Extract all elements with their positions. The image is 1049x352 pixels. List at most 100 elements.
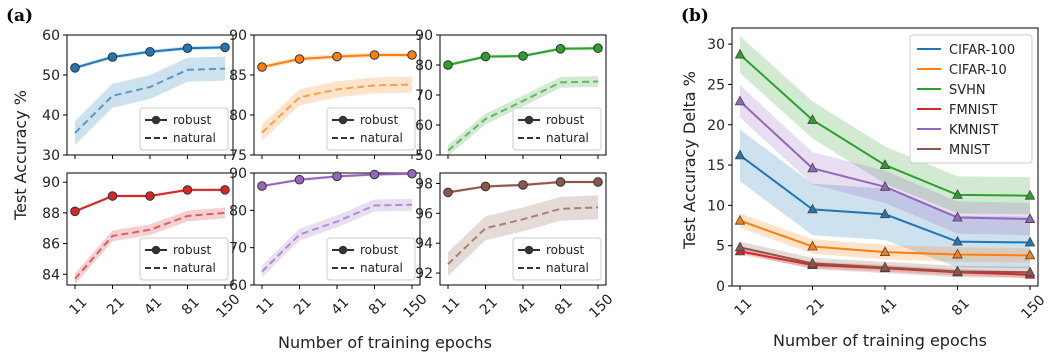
marker-b-CIFAR-100-4 xyxy=(1024,236,1036,247)
x-tick-label-b-4: 150 xyxy=(1018,292,1048,322)
y-tick-label-a2-3: 80 xyxy=(415,58,433,74)
legend-label-robust-3: robust xyxy=(173,243,211,257)
point-robust-2-2 xyxy=(518,51,528,61)
x-tick-label-b-3: 81 xyxy=(949,295,973,319)
point-robust-5-1 xyxy=(480,181,491,192)
legend-box-5 xyxy=(512,237,602,281)
point-robust-1-2 xyxy=(332,51,342,62)
marker-b-CIFAR-100-0 xyxy=(734,149,746,160)
x-tick-label-a3-3: 81 xyxy=(179,294,203,318)
legend-label-natural-4: natural xyxy=(360,261,403,275)
y-tick-label-a4-0: 60 xyxy=(229,278,247,294)
marker-b-SVHN-4 xyxy=(1024,189,1036,200)
marker-b-MNIST-1 xyxy=(807,257,818,268)
x-tick-label-b-2: 41 xyxy=(876,295,900,319)
legend-box-b xyxy=(909,34,1033,164)
marker-b-KMNIST-3 xyxy=(952,211,963,222)
y-tick-label-a5-2: 96 xyxy=(415,206,433,222)
y-tick-label-a0-1: 40 xyxy=(42,108,60,124)
band-2-natural xyxy=(448,76,598,156)
marker-b-KMNIST-2 xyxy=(879,180,891,191)
legend-label-b-FMNIST: FMNIST xyxy=(949,103,998,118)
point-robust-2-0 xyxy=(443,60,453,70)
y-tick-label-a2-0: 50 xyxy=(415,148,433,164)
y-tick-label-a5-3: 98 xyxy=(415,176,433,192)
legend-marker-robust-0 xyxy=(151,115,161,125)
marker-b-CIFAR-100-1 xyxy=(807,203,818,214)
y-tick-label-a0-2: 50 xyxy=(42,68,60,84)
x-tick-label-a5-2: 41 xyxy=(514,294,538,318)
line-natural-2 xyxy=(447,80,599,152)
point-robust-3-0 xyxy=(70,206,80,217)
point-robust-1-0 xyxy=(257,62,267,72)
x-tick-label-a5-3: 81 xyxy=(552,294,576,318)
b-xlabel: Number of training epochs xyxy=(773,331,987,350)
marker-b-MNIST-3 xyxy=(952,265,963,276)
y-tick-label-a3-1: 86 xyxy=(42,237,60,253)
point-robust-4-4 xyxy=(407,168,417,179)
band-0-natural xyxy=(75,56,225,145)
y-tick-label-b-1: 5 xyxy=(716,239,725,255)
legend-label-robust-2: robust xyxy=(546,113,584,127)
x-tick-label-a4-4: 150 xyxy=(400,291,430,321)
y-tick-label-a5-1: 94 xyxy=(415,236,433,252)
point-robust-5-3 xyxy=(555,177,566,187)
y-tick-label-a1-2: 85 xyxy=(229,68,247,84)
a-ylabel: Test Accuracy % xyxy=(11,90,30,221)
marker-b-CIFAR-10-4 xyxy=(1024,249,1036,260)
x-tick-label-a4-1: 21 xyxy=(291,294,315,318)
y-tick-label-a5-0: 92 xyxy=(415,266,433,282)
y-tick-label-a4-3: 90 xyxy=(229,166,247,182)
line-natural-4 xyxy=(261,203,413,273)
y-tick-label-a0-3: 60 xyxy=(42,28,60,44)
point-robust-4-3 xyxy=(369,169,380,180)
y-tick-label-b-3: 15 xyxy=(707,158,725,174)
y-tick-label-a4-1: 70 xyxy=(229,241,247,257)
panel-label-b: (b) xyxy=(681,6,709,26)
legend-label-b-CIFAR-100: CIFAR-100 xyxy=(949,43,1015,58)
b-ylabel: Test Accuracy Delta % xyxy=(680,71,699,250)
line-natural-1 xyxy=(261,83,413,134)
point-robust-0-3 xyxy=(182,43,193,54)
y-tick-label-a4-2: 80 xyxy=(229,203,247,219)
legend-box-1 xyxy=(326,107,416,151)
y-tick-label-b-4: 20 xyxy=(707,118,725,134)
point-robust-4-2 xyxy=(332,171,342,182)
marker-b-MNIST-4 xyxy=(1024,266,1036,277)
legend-label-b-SVHN: SVHN xyxy=(949,83,986,98)
legend-label-b-MNIST: MNIST xyxy=(949,143,990,158)
band-5-natural xyxy=(448,195,598,277)
y-tick-label-a1-0: 75 xyxy=(229,148,247,164)
marker-b-SVHN-1 xyxy=(807,114,818,124)
legend-marker-robust-2 xyxy=(524,115,534,125)
point-robust-2-4 xyxy=(593,43,603,54)
point-robust-5-0 xyxy=(443,187,453,198)
legend-box-0 xyxy=(139,107,229,151)
marker-b-CIFAR-10-3 xyxy=(952,248,963,259)
point-robust-3-4 xyxy=(220,185,230,195)
point-robust-2-3 xyxy=(555,44,566,54)
x-tick-label-b-1: 21 xyxy=(804,295,828,319)
band-b-CIFAR-100 xyxy=(740,129,1030,269)
band-4-natural xyxy=(262,198,412,278)
point-robust-5-4 xyxy=(593,177,603,187)
marker-b-CIFAR-100-2 xyxy=(879,208,891,219)
point-robust-3-1 xyxy=(107,191,118,201)
a-xlabel: Number of training epochs xyxy=(278,333,492,352)
point-robust-3-3 xyxy=(182,185,193,195)
legend-label-natural-3: natural xyxy=(173,261,216,275)
marker-b-MNIST-0 xyxy=(734,241,746,252)
point-robust-1-4 xyxy=(407,50,417,60)
x-tick-label-a3-4: 150 xyxy=(213,291,243,321)
y-tick-label-a1-1: 80 xyxy=(229,108,247,124)
x-tick-label-a4-3: 81 xyxy=(366,294,390,318)
marker-b-SVHN-3 xyxy=(952,189,963,199)
legend-marker-robust-4 xyxy=(338,245,348,255)
point-robust-1-3 xyxy=(369,50,380,60)
y-tick-label-a2-4: 90 xyxy=(415,28,433,44)
marker-b-MNIST-2 xyxy=(879,261,891,272)
x-tick-label-a5-0: 11 xyxy=(439,294,463,318)
band-b-KMNIST xyxy=(740,85,1030,236)
legend-marker-robust-5 xyxy=(524,245,534,255)
line-natural-0 xyxy=(74,67,226,134)
